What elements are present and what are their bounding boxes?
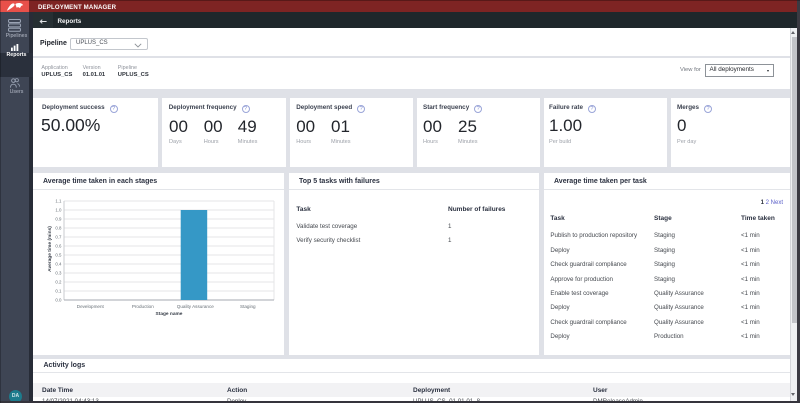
- svg-text:0.8: 0.8: [55, 226, 62, 231]
- svg-text:0.1: 0.1: [55, 289, 62, 294]
- svg-text:0.0: 0.0: [55, 298, 62, 303]
- svg-text:0.7: 0.7: [55, 235, 62, 240]
- svg-text:Quality Assurance: Quality Assurance: [177, 304, 214, 309]
- svg-text:Production: Production: [132, 304, 154, 309]
- svg-text:Staging: Staging: [240, 304, 256, 309]
- svg-text:0.9: 0.9: [55, 217, 62, 222]
- svg-text:0.3: 0.3: [55, 271, 62, 276]
- svg-text:Average time (mins): Average time (mins): [47, 226, 53, 272]
- svg-text:1.1: 1.1: [55, 199, 62, 204]
- svg-text:0.5: 0.5: [55, 253, 62, 258]
- svg-text:0.6: 0.6: [55, 244, 62, 249]
- svg-text:0.2: 0.2: [55, 280, 62, 285]
- svg-text:1.0: 1.0: [55, 208, 62, 213]
- svg-text:0.4: 0.4: [55, 262, 62, 267]
- svg-text:Stage name: Stage name: [156, 311, 183, 317]
- svg-text:Development: Development: [77, 304, 105, 309]
